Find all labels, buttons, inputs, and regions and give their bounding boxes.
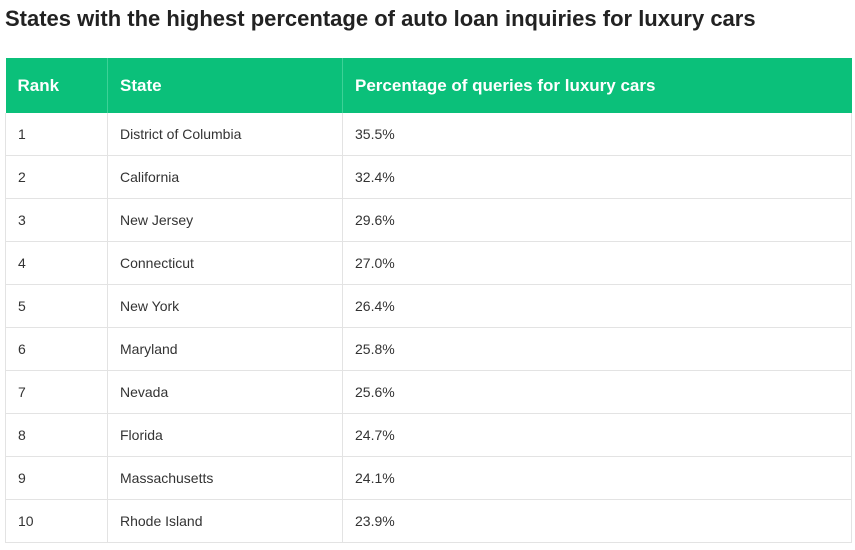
table-row: 8 Florida 24.7% <box>5 413 852 457</box>
cell-percentage: 27.0% <box>342 241 852 285</box>
table-row: 5 New York 26.4% <box>5 284 852 328</box>
header-state: State <box>107 58 343 113</box>
cell-percentage: 26.4% <box>342 284 852 328</box>
table-row: 2 California 32.4% <box>5 155 852 199</box>
header-percentage: Percentage of queries for luxury cars <box>342 58 852 113</box>
luxury-inquiries-table: Rank State Percentage of queries for lux… <box>5 58 852 543</box>
cell-percentage: 32.4% <box>342 155 852 199</box>
table-row: 10 Rhode Island 23.9% <box>5 499 852 543</box>
header-rank: Rank <box>5 58 108 113</box>
cell-state: Maryland <box>107 327 343 371</box>
cell-percentage: 24.1% <box>342 456 852 500</box>
table-row: 3 New Jersey 29.6% <box>5 198 852 242</box>
cell-state: Nevada <box>107 370 343 414</box>
table-header-row: Rank State Percentage of queries for lux… <box>5 58 852 113</box>
cell-rank: 5 <box>5 284 108 328</box>
cell-percentage: 24.7% <box>342 413 852 457</box>
cell-rank: 10 <box>5 499 108 543</box>
cell-state: District of Columbia <box>107 113 343 156</box>
table-row: 4 Connecticut 27.0% <box>5 241 852 285</box>
cell-rank: 1 <box>5 113 108 156</box>
cell-state: New York <box>107 284 343 328</box>
cell-state: Rhode Island <box>107 499 343 543</box>
cell-percentage: 35.5% <box>342 113 852 156</box>
cell-rank: 9 <box>5 456 108 500</box>
cell-state: Florida <box>107 413 343 457</box>
page-title: States with the highest percentage of au… <box>5 6 756 31</box>
cell-rank: 8 <box>5 413 108 457</box>
cell-percentage: 25.8% <box>342 327 852 371</box>
cell-rank: 2 <box>5 155 108 199</box>
cell-state: Connecticut <box>107 241 343 285</box>
table-row: 1 District of Columbia 35.5% <box>5 113 852 156</box>
table-row: 7 Nevada 25.6% <box>5 370 852 414</box>
table-row: 9 Massachusetts 24.1% <box>5 456 852 500</box>
cell-percentage: 23.9% <box>342 499 852 543</box>
cell-rank: 4 <box>5 241 108 285</box>
cell-rank: 3 <box>5 198 108 242</box>
cell-state: California <box>107 155 343 199</box>
cell-rank: 6 <box>5 327 108 371</box>
cell-state: New Jersey <box>107 198 343 242</box>
cell-state: Massachusetts <box>107 456 343 500</box>
cell-rank: 7 <box>5 370 108 414</box>
table-row: 6 Maryland 25.8% <box>5 327 852 371</box>
cell-percentage: 25.6% <box>342 370 852 414</box>
cell-percentage: 29.6% <box>342 198 852 242</box>
